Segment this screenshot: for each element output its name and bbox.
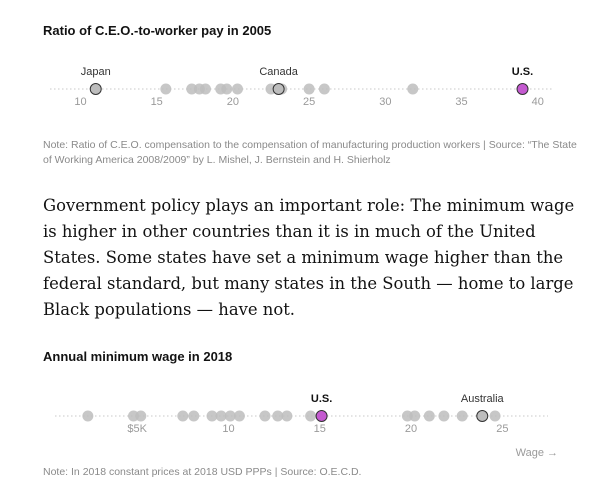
- min-wage-dot: [489, 410, 501, 422]
- ceo-pay-tick-label: 25: [303, 96, 315, 108]
- min-wage-dot-chart: $5K 10 15 20 25 U.S. Australia Wage →: [55, 393, 558, 459]
- min-wage-dot: [135, 410, 147, 422]
- chart-note-min-wage: Note: In 2018 constant prices at 2018 US…: [43, 466, 362, 478]
- min-wage-dot: [272, 410, 284, 422]
- min-wage-dot: [438, 410, 450, 422]
- ceo-pay-tick-label: 15: [151, 96, 163, 108]
- min-wage-dot-australia: [476, 410, 489, 422]
- min-wage-dot: [305, 410, 317, 422]
- min-wage-dot-us: [315, 410, 328, 422]
- ceo-pay-tick-label: 40: [532, 96, 544, 108]
- ceo-pay-label-us: U.S.: [512, 66, 533, 78]
- chart-note-ceo-pay: Note: Ratio of C.E.O. compensation to th…: [43, 139, 577, 166]
- chart-title-min-wage: Annual minimum wage in 2018: [43, 349, 233, 364]
- article-paragraph: Government policy plays an important rol…: [43, 196, 575, 319]
- min-wage-dot: [82, 410, 94, 422]
- ceo-pay-dot-chart: 10 15 20 25 30 35 40 Japan Canada U.S.: [50, 66, 553, 108]
- min-wage-dot: [409, 410, 421, 422]
- min-wage-tick-label: $5K: [127, 423, 147, 435]
- min-wage-dot: [259, 410, 271, 422]
- ceo-pay-dot: [160, 83, 172, 95]
- min-wage-label-us: U.S.: [311, 393, 332, 405]
- ceo-pay-label-canada: Canada: [259, 66, 298, 78]
- ceo-pay-dot: [407, 83, 419, 95]
- min-wage-dot: [456, 410, 468, 422]
- ceo-pay-dot-canada: [272, 83, 285, 95]
- ceo-pay-dot: [318, 83, 330, 95]
- min-wage-dot: [423, 410, 435, 422]
- min-wage-label-australia: Australia: [461, 393, 505, 405]
- ceo-pay-tick-label: 30: [379, 96, 391, 108]
- min-wage-tick-label: 15: [314, 423, 326, 435]
- ceo-pay-dot: [221, 83, 233, 95]
- min-wage-dot: [215, 410, 227, 422]
- chart-title-ceo-pay: Ratio of C.E.O.-to-worker pay in 2005: [43, 23, 272, 38]
- ceo-pay-label-japan: Japan: [81, 66, 111, 78]
- ceo-pay-dot: [231, 83, 243, 95]
- min-wage-tick-label: 20: [405, 423, 417, 435]
- ceo-pay-tick-label: 20: [227, 96, 239, 108]
- min-wage-tick-label: 25: [496, 423, 508, 435]
- min-wage-dot: [233, 410, 245, 422]
- ceo-pay-dot: [199, 83, 211, 95]
- ceo-pay-tick-label: 10: [74, 96, 86, 108]
- min-wage-dot: [188, 410, 200, 422]
- ceo-pay-tick-label: 35: [455, 96, 467, 108]
- ceo-pay-dot-us: [516, 83, 529, 95]
- min-wage-dot: [281, 410, 293, 422]
- min-wage-dot: [206, 410, 218, 422]
- min-wage-dot: [224, 410, 236, 422]
- min-wage-dot: [177, 410, 189, 422]
- ceo-pay-dot: [186, 83, 198, 95]
- min-wage-tick-label: 10: [222, 423, 234, 435]
- ceo-pay-dot-japan: [89, 83, 102, 95]
- min-wage-x-axis-label: Wage →: [516, 447, 558, 459]
- ceo-pay-dot: [303, 83, 315, 95]
